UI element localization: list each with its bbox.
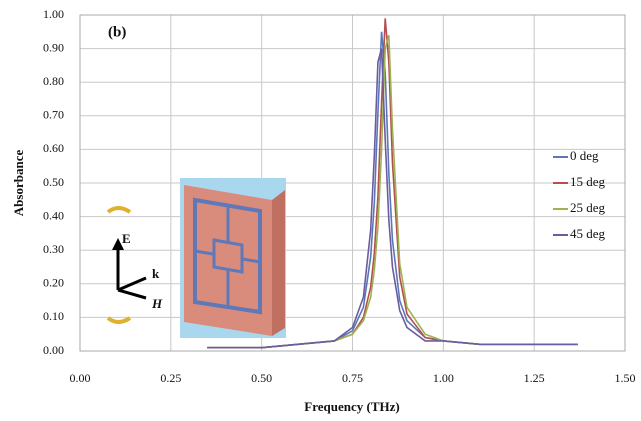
y-tick-label: 0.80: [43, 74, 64, 88]
legend-label: 45 deg: [570, 226, 606, 241]
inset-k-arrow: [117, 276, 147, 292]
x-tick-label: 0.50: [251, 371, 272, 385]
inset-plate-side: [272, 190, 285, 336]
x-tick-label: 0.75: [342, 371, 363, 385]
labels: 0.00 0.10 0.20 0.30 0.40 0.50 0.60 0.70 0.80 0.90…: [43, 7, 636, 385]
y-tick-label: 0.50: [43, 175, 64, 189]
y-tick-label: 0.70: [43, 108, 64, 122]
y-tick-label: 0.30: [43, 242, 64, 256]
legend-label: 25 deg: [570, 200, 606, 215]
legend-label: 0 deg: [570, 148, 599, 163]
annotation: (b): [108, 24, 126, 40]
inset-arrowhead: [112, 238, 124, 250]
y-tick-label: 0.00: [43, 343, 64, 357]
x-axis-label: Frequency (THz): [304, 399, 399, 414]
y-tick-label: 0.20: [43, 276, 64, 290]
series-line: [207, 48, 578, 349]
inset-ring: [193, 197, 262, 315]
inset-label: k: [152, 266, 160, 281]
x-tick-label: 0.00: [70, 371, 91, 385]
inset: E k H: [106, 178, 286, 338]
inset-label: E: [122, 231, 131, 246]
y-tick-label: 0.60: [43, 141, 64, 155]
x-tick-label: 1.50: [615, 371, 636, 385]
y-tick-label: 1.00: [43, 7, 64, 21]
x-tick-label: 0.25: [160, 371, 181, 385]
inset-source: [106, 206, 132, 324]
x-tick-label: 1.25: [524, 371, 545, 385]
legend-label: 15 deg: [570, 174, 606, 189]
inset-h-arrow: [117, 288, 147, 300]
y-tick-label: 0.40: [43, 208, 64, 222]
y-tick-label: 0.90: [43, 40, 64, 54]
inset-square: [212, 238, 244, 274]
inset-label: H: [151, 296, 163, 311]
plot-border: [79, 14, 626, 352]
y-axis-label: Absorbance: [11, 150, 26, 217]
x-tick-label: 1.00: [433, 371, 454, 385]
lines: [207, 18, 578, 349]
y-tick-label: 0.10: [43, 309, 64, 323]
